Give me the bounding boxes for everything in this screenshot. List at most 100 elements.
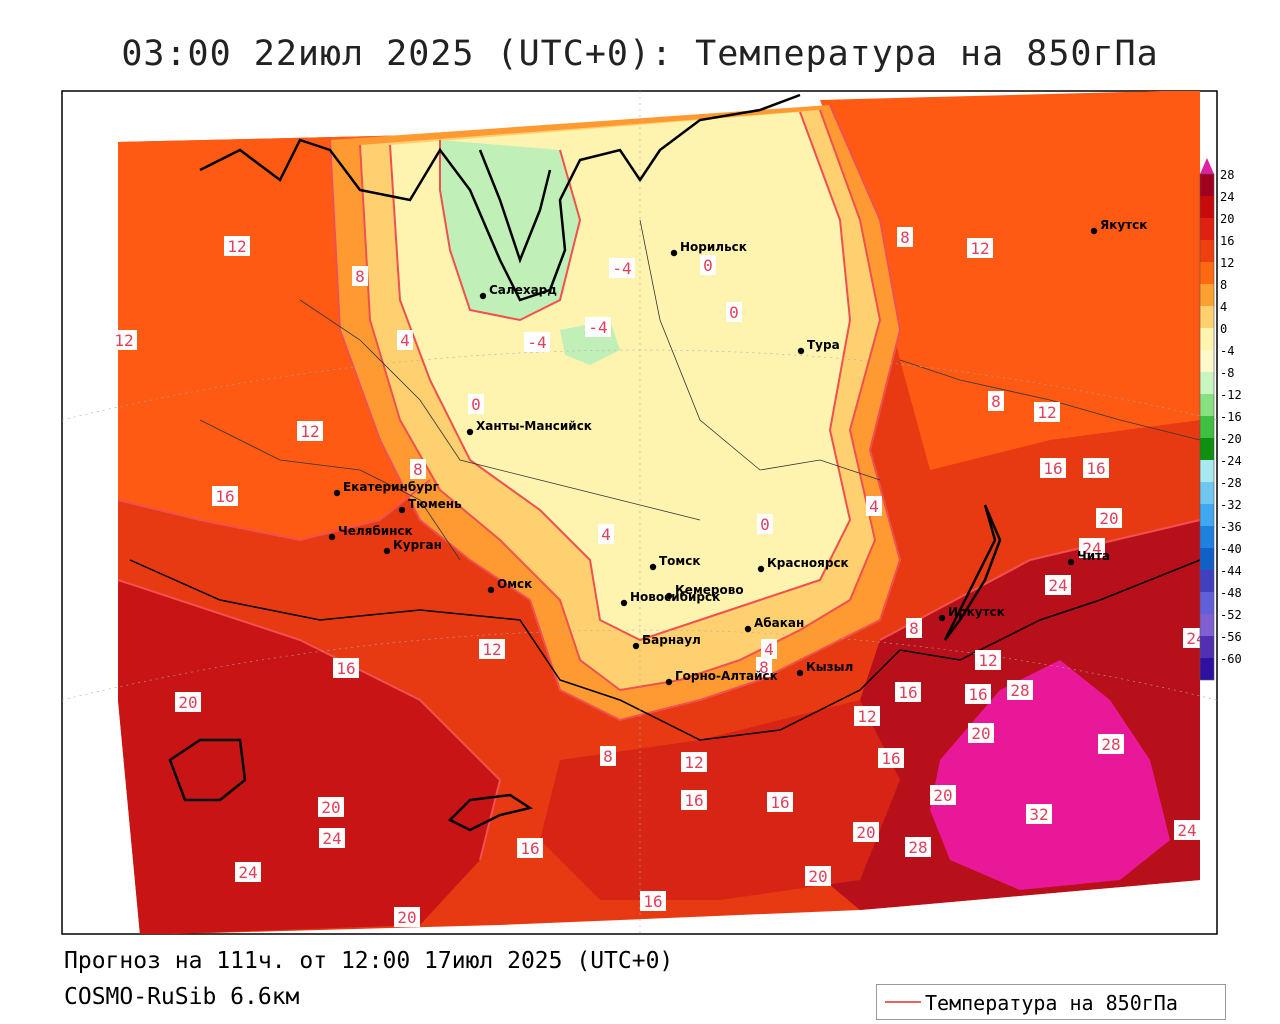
contour-label: 12 bbox=[978, 651, 997, 670]
city-label: Курган bbox=[393, 538, 442, 552]
city-marker bbox=[1067, 558, 1075, 566]
contour-label-box bbox=[1083, 458, 1109, 478]
aral-sea bbox=[168, 738, 247, 802]
colorbar-tick-label: 0 bbox=[1220, 322, 1227, 336]
contour-label-box bbox=[598, 524, 614, 544]
colorbar-swatch bbox=[1200, 196, 1214, 218]
warm-region-east bbox=[820, 91, 1200, 470]
colorbar-tick-label: 12 bbox=[1220, 256, 1234, 270]
contour-label: 4 bbox=[601, 525, 611, 544]
city-marker bbox=[398, 506, 406, 514]
city-label: Норильск bbox=[680, 240, 747, 254]
contour-label: 24 bbox=[1082, 539, 1101, 558]
city-marker bbox=[670, 249, 678, 257]
admin-border-3 bbox=[199, 419, 461, 561]
contour-label: 24 bbox=[238, 863, 257, 882]
city-label: Томск bbox=[659, 554, 701, 568]
colorbar: 28 24 20 16 12 8 4 0 -4 -8 -12 -16 -20 -24 -28 -32 -36 -4… bbox=[1199, 158, 1242, 681]
contour-label: 16 bbox=[770, 793, 789, 812]
contour-label-box bbox=[1034, 402, 1060, 422]
contour-label-box bbox=[1174, 820, 1200, 840]
contour-label-box bbox=[224, 236, 250, 256]
colorbar-tick-label: -44 bbox=[1220, 564, 1242, 578]
colorbar-swatch bbox=[1200, 548, 1214, 570]
colorbar-swatch bbox=[1200, 416, 1214, 438]
contour-label-box bbox=[212, 486, 238, 506]
contour-label-box bbox=[235, 862, 261, 882]
contour-label: 12 bbox=[857, 707, 876, 726]
contour-label: 24 bbox=[322, 829, 341, 848]
contour-label: 20 bbox=[971, 724, 990, 743]
contour-label: 16 bbox=[684, 791, 703, 810]
colorbar-tick-label: -16 bbox=[1220, 410, 1242, 424]
city-label: Якутск bbox=[1100, 218, 1147, 232]
contour-label-box bbox=[517, 838, 543, 858]
colorbar-tick-label: -52 bbox=[1220, 608, 1242, 622]
contour-label: 4 bbox=[400, 331, 410, 350]
contour-label-box bbox=[410, 459, 426, 479]
contour-label-box bbox=[333, 658, 359, 678]
contour-label-box bbox=[318, 797, 344, 817]
contour-label-box bbox=[761, 639, 777, 659]
city-marker bbox=[797, 347, 805, 355]
colorbar-swatch bbox=[1200, 460, 1214, 482]
city-label: Салехард bbox=[489, 283, 557, 297]
contour-label: -4 bbox=[612, 259, 631, 278]
colorbar-swatch bbox=[1200, 394, 1214, 416]
contour-label: 20 bbox=[933, 786, 952, 805]
contour-label: 8 bbox=[909, 619, 919, 638]
colorbar-outline bbox=[1199, 173, 1215, 681]
contour-label: -4 bbox=[527, 333, 546, 352]
colorbar-tick-label: -60 bbox=[1220, 652, 1242, 666]
colorbar-swatch bbox=[1200, 240, 1214, 262]
contour-label-box bbox=[352, 266, 368, 286]
city-label: Омск bbox=[497, 577, 532, 591]
colorbar-swatch bbox=[1200, 174, 1214, 196]
contour-label: 8 bbox=[900, 228, 910, 247]
admin-border-4 bbox=[899, 359, 1201, 441]
contour-label: 0 bbox=[729, 303, 739, 322]
contour-label-box bbox=[1040, 458, 1066, 478]
contour-label-box bbox=[319, 828, 345, 848]
contour-label: 12 bbox=[1037, 403, 1056, 422]
contour-label-box bbox=[681, 790, 707, 810]
contour-label: 20 bbox=[397, 908, 416, 927]
colorbar-tick-label: -36 bbox=[1220, 520, 1242, 534]
colorbar-tick-label: 4 bbox=[1220, 300, 1227, 314]
colorbar-tick-label: 8 bbox=[1220, 278, 1227, 292]
colorbar-swatch bbox=[1200, 438, 1214, 460]
colorbar-tick-label: 20 bbox=[1220, 212, 1234, 226]
contour-label: 12 bbox=[300, 422, 319, 441]
contour-label: 8 bbox=[413, 460, 423, 479]
contour-label: 16 bbox=[336, 659, 355, 678]
contour-label: 4 bbox=[764, 640, 774, 659]
contour-label-box bbox=[111, 330, 137, 350]
city-label: Ханты-Мансийск bbox=[476, 419, 592, 433]
city-marker bbox=[665, 592, 673, 600]
isotherm-12 bbox=[117, 479, 431, 542]
contour-label-box bbox=[854, 706, 880, 726]
city-label: Барнаул bbox=[642, 633, 701, 647]
contour-label-box bbox=[853, 822, 879, 842]
colorbar-tick-label: -8 bbox=[1220, 366, 1234, 380]
contour-label-box bbox=[1007, 680, 1033, 700]
contour-label: 20 bbox=[321, 798, 340, 817]
contour-label-box bbox=[297, 421, 323, 441]
isotherm-16 bbox=[117, 579, 502, 861]
contour-label-box bbox=[988, 391, 1004, 411]
colorbar-tick-label: 24 bbox=[1220, 190, 1234, 204]
colorbar-swatch bbox=[1200, 570, 1214, 592]
contour-label: 20 bbox=[808, 867, 827, 886]
contour-label: 12 bbox=[684, 753, 703, 772]
colorbar-tick-label: -56 bbox=[1220, 630, 1242, 644]
colorbar-tick-label: 28 bbox=[1220, 168, 1234, 182]
city-label: Кызыл bbox=[806, 660, 853, 674]
colorbar-swatch bbox=[1200, 262, 1214, 284]
contour-label-box bbox=[757, 514, 773, 534]
colorbar-swatch bbox=[1200, 592, 1214, 614]
contour-label-box bbox=[600, 746, 616, 766]
contour-label-box bbox=[968, 723, 994, 743]
admin-border-2 bbox=[639, 219, 881, 481]
contour-label-box bbox=[866, 496, 882, 516]
contour-label: 20 bbox=[856, 823, 875, 842]
